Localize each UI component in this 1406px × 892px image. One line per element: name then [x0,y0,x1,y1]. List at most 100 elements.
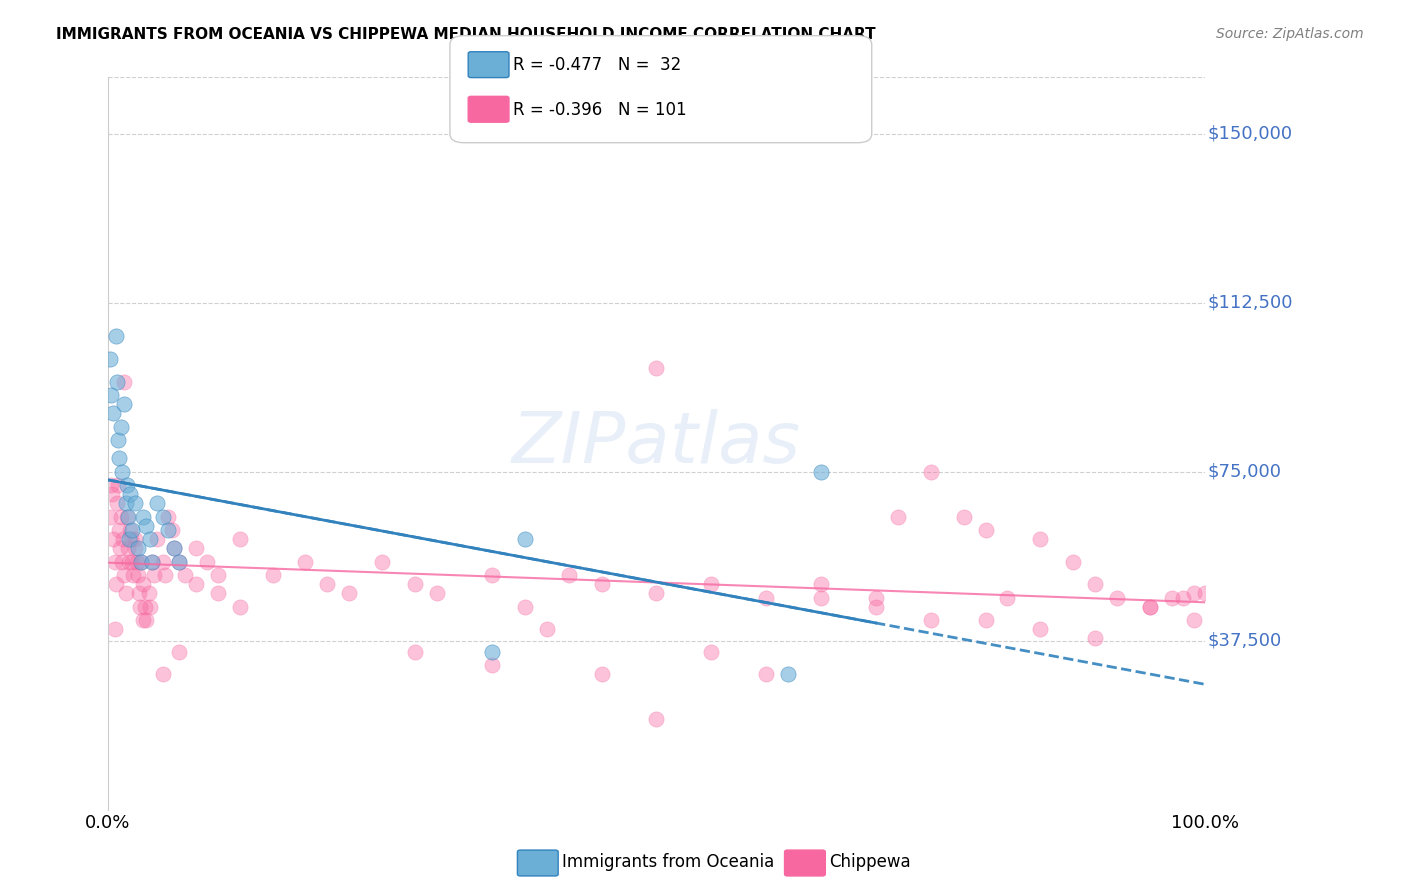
Point [513,533,536,547]
Point [118,555,141,569]
Point [262,568,284,582]
Point [1139,599,1161,614]
Point [645,361,668,376]
Point [700,577,723,591]
Point [1062,555,1084,569]
Point [169,555,191,569]
Point [100,388,122,402]
Point [195,555,218,569]
Point [105,496,128,510]
Point [111,465,134,479]
Point [481,658,503,673]
Point [755,667,778,681]
Point [112,533,135,547]
Point [129,555,152,569]
Point [114,496,136,510]
Point [127,568,149,582]
Point [125,555,148,569]
Point [122,568,145,582]
Point [1171,591,1194,605]
Point [952,509,974,524]
Point [865,591,887,605]
Point [1084,577,1107,591]
Point [207,568,229,582]
Text: Chippewa: Chippewa [830,853,911,871]
Point [107,478,129,492]
Point [129,555,152,569]
Point [316,577,339,591]
Point [108,523,131,537]
Point [1107,591,1129,605]
Text: Immigrants from Oceania: Immigrants from Oceania [562,853,775,871]
Point [207,586,229,600]
Point [920,613,942,627]
Point [118,523,141,537]
Point [371,555,394,569]
Point [110,509,132,524]
Point [121,555,143,569]
Point [101,487,124,501]
Point [404,645,426,659]
Point [127,541,149,556]
Point [104,329,127,343]
Text: $150,000: $150,000 [1208,125,1292,143]
Point [700,645,723,659]
Point [141,555,163,569]
Point [974,613,997,627]
Point [920,465,942,479]
Point [103,406,125,420]
Point [103,555,125,569]
Point [755,591,778,605]
Point [104,577,127,591]
Point [294,555,316,569]
Point [997,591,1019,605]
Point [103,533,125,547]
Point [124,541,146,556]
Point [118,487,141,501]
Point [160,523,183,537]
Point [114,586,136,600]
Point [105,375,128,389]
Point [132,577,155,591]
Point [645,713,668,727]
Point [184,541,207,556]
Point [135,613,157,627]
Point [481,568,503,582]
Point [134,599,156,614]
Point [152,509,174,524]
Point [146,496,169,510]
Point [107,433,129,447]
Point [337,586,360,600]
Point [1194,586,1216,600]
Point [228,533,250,547]
Point [100,478,122,492]
Point [173,568,195,582]
Point [557,568,579,582]
Point [163,541,186,556]
Point [108,541,131,556]
Point [124,496,146,510]
Text: $75,000: $75,000 [1208,463,1281,481]
Text: R = -0.477   N =  32: R = -0.477 N = 32 [513,56,682,74]
Point [128,599,150,614]
Point [228,599,250,614]
Point [645,586,668,600]
Point [124,533,146,547]
Point [1029,623,1052,637]
Point [115,509,138,524]
Point [103,623,125,637]
Point [138,586,160,600]
Point [513,599,536,614]
Point [153,568,176,582]
Point [865,599,887,614]
Point [114,568,136,582]
Point [132,613,155,627]
Point [117,541,139,556]
Point [138,599,160,614]
Text: ZIPatlas: ZIPatlas [512,409,801,478]
Point [169,555,191,569]
Point [143,568,166,582]
Point [591,667,613,681]
Point [404,577,426,591]
Point [169,645,191,659]
